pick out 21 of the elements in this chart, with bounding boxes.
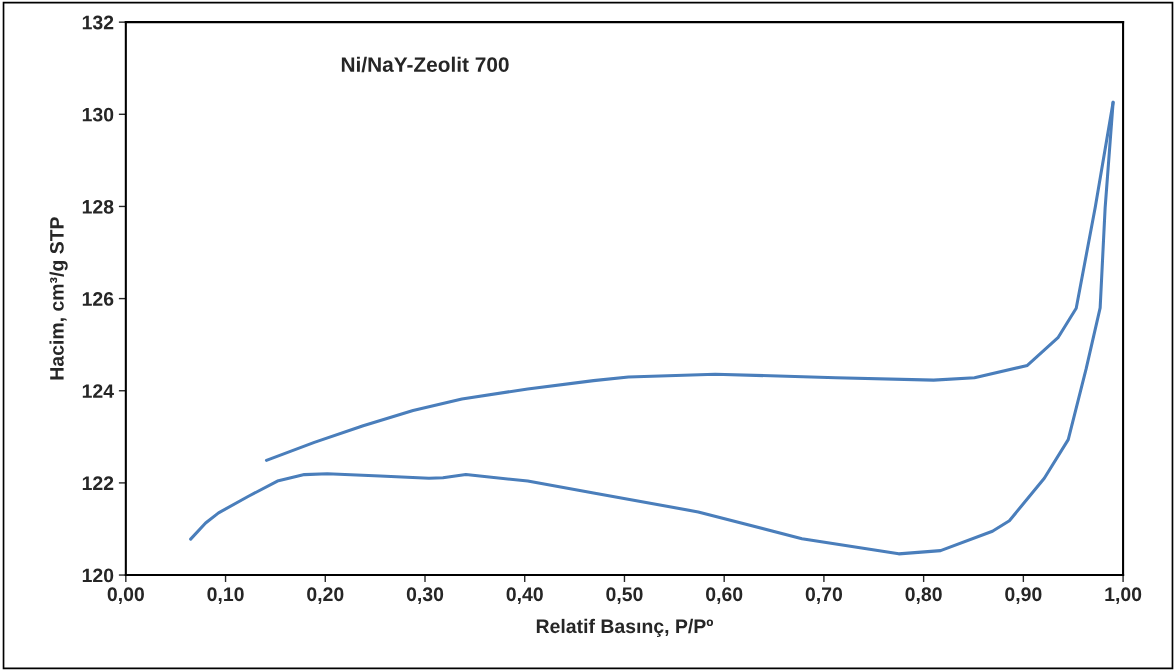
x-tick-label: 0,80	[905, 587, 942, 604]
y-tick-label: 124	[82, 384, 114, 398]
x-tick-label: 0,60	[706, 587, 743, 604]
y-tick-label: 128	[82, 199, 114, 214]
y-tick-label: 122	[82, 476, 114, 490]
x-tick-label: 0,90	[1005, 587, 1042, 604]
y-tick-label: 130	[82, 107, 114, 122]
x-tick-label: 0,40	[506, 587, 543, 604]
x-tick-label: 0,50	[606, 587, 643, 604]
y-axis-title: Hacim, cm³/g STP	[49, 217, 68, 380]
x-tick-label: 1,00	[1105, 587, 1142, 604]
y-tick-label: 126	[82, 292, 114, 306]
x-axis-title: Relatif Basınç, P/Pº	[536, 618, 714, 637]
x-tick-label: 0,70	[805, 587, 843, 604]
x-tick-label: 0,30	[406, 587, 444, 604]
x-tick-label: 0,20	[307, 587, 344, 604]
y-tick-label: 120	[82, 568, 114, 583]
x-tick-label: 0,00	[107, 587, 144, 604]
y-tick-label: 132	[82, 15, 114, 30]
x-tick-label: 0,10	[207, 587, 244, 604]
text: Ni/NaY-Zeolit 700	[341, 56, 509, 73]
